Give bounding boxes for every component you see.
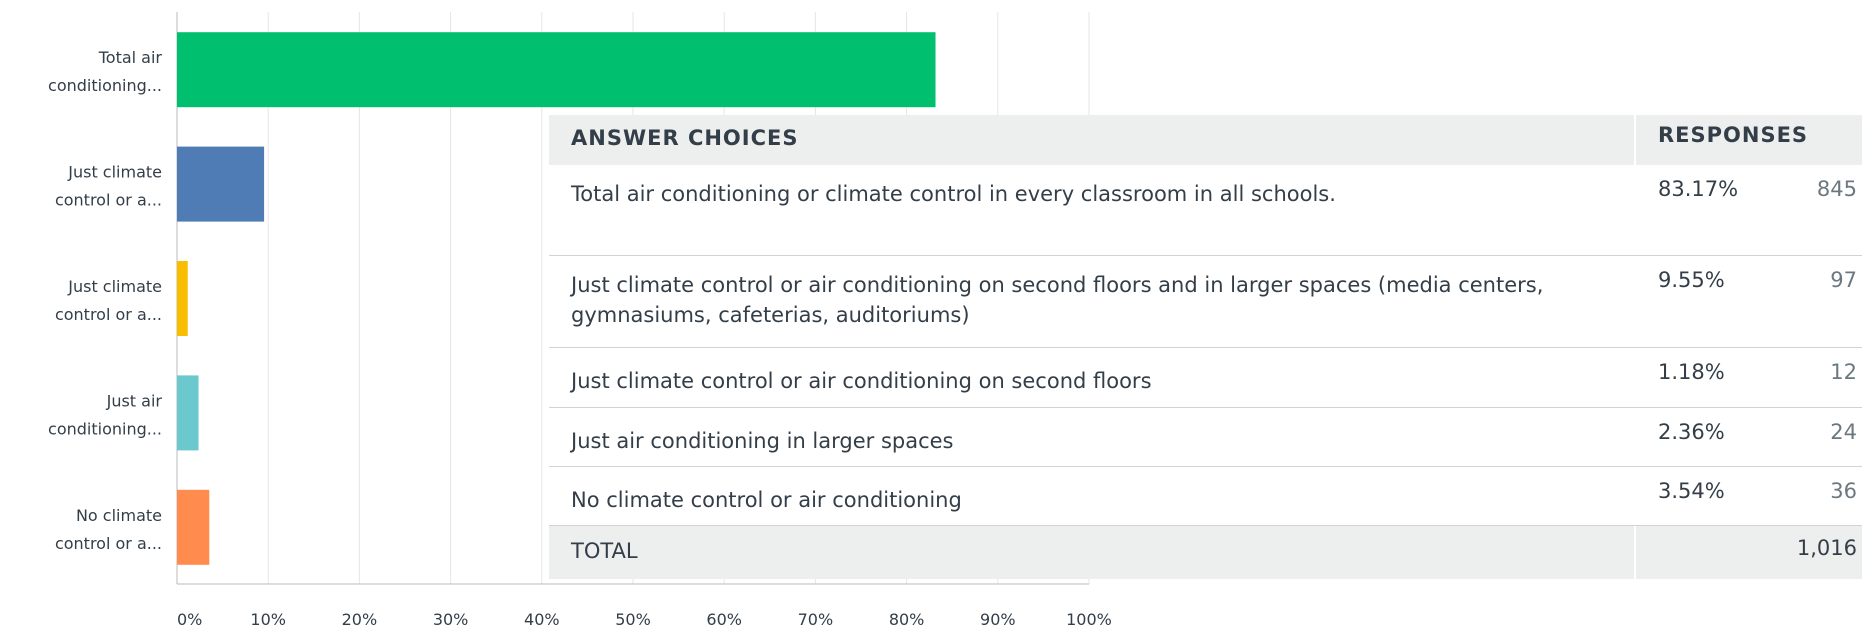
responses-cell: 2.36% 24 bbox=[1634, 408, 1862, 466]
bar bbox=[177, 146, 265, 222]
count: 845 bbox=[1816, 177, 1857, 201]
y-tick-label: Just climate bbox=[67, 277, 162, 296]
x-tick-label: 10% bbox=[250, 610, 286, 629]
percent: 9.55% bbox=[1658, 268, 1725, 292]
bar bbox=[177, 489, 210, 565]
results-table: ANSWER CHOICES RESPONSES Total air condi… bbox=[549, 115, 1862, 579]
responses-cell: 3.54% 36 bbox=[1634, 467, 1862, 525]
responses-cell: 1.18% 12 bbox=[1634, 348, 1862, 407]
table-row: No climate control or air conditioning 3.… bbox=[549, 467, 1862, 526]
bar bbox=[177, 32, 936, 108]
x-tick-label: 100% bbox=[1066, 610, 1112, 629]
percent: 3.54% bbox=[1658, 479, 1725, 503]
y-tick-label: conditioning... bbox=[48, 76, 162, 95]
answer-choice: Just climate control or air conditioning… bbox=[571, 369, 1152, 393]
x-tick-label: 80% bbox=[889, 610, 925, 629]
y-tick-label: control or a... bbox=[55, 534, 162, 553]
percent: 2.36% bbox=[1658, 420, 1725, 444]
total-label: TOTAL bbox=[571, 539, 638, 563]
header: RESPONSES bbox=[1634, 115, 1862, 165]
bar bbox=[177, 375, 199, 451]
percent: 83.17% bbox=[1658, 177, 1739, 201]
answer-choice: Total air conditioning or climate contro… bbox=[571, 182, 1336, 206]
y-tick-label: No climate bbox=[76, 506, 162, 525]
x-tick-label: 90% bbox=[980, 610, 1016, 629]
total-count: 1,016 bbox=[1634, 526, 1862, 579]
answer-choice: Just climate control or air conditioning… bbox=[571, 273, 1544, 327]
table-row: Just climate control or air conditioning… bbox=[549, 256, 1862, 348]
count: 12 bbox=[1830, 360, 1857, 384]
x-tick-label: 30% bbox=[433, 610, 469, 629]
header-row: ANSWER CHOICES RESPONSES bbox=[549, 115, 1862, 165]
y-tick-label: Just air bbox=[106, 391, 163, 410]
responses-cell: 83.17% 845 bbox=[1634, 165, 1862, 255]
header: ANSWER CHOICES bbox=[571, 126, 799, 150]
x-tick-label: 60% bbox=[706, 610, 742, 629]
y-tick-label: Just climate bbox=[67, 163, 162, 182]
answer-choice: Just air conditioning in larger spaces bbox=[571, 429, 954, 453]
answer-choice: No climate control or air conditioning bbox=[571, 488, 962, 512]
count: 97 bbox=[1830, 268, 1857, 292]
responses-cell: 9.55% 97 bbox=[1634, 256, 1862, 347]
x-tick-label: 40% bbox=[524, 610, 560, 629]
total-row: TOTAL 1,016 bbox=[549, 526, 1862, 579]
table-row: Just climate control or air conditioning… bbox=[549, 348, 1862, 408]
y-tick-label: control or a... bbox=[55, 191, 162, 210]
y-tick-label: conditioning... bbox=[48, 419, 162, 438]
percent: 1.18% bbox=[1658, 360, 1725, 384]
x-tick-label: 70% bbox=[798, 610, 834, 629]
bar bbox=[177, 261, 188, 336]
x-tick-label: 20% bbox=[342, 610, 378, 629]
x-tick-label: 0% bbox=[177, 610, 202, 629]
y-tick-label: control or a... bbox=[55, 305, 162, 324]
table-row: Total air conditioning or climate contro… bbox=[549, 165, 1862, 256]
count: 36 bbox=[1830, 479, 1857, 503]
table-row: Just air conditioning in larger spaces 2.… bbox=[549, 408, 1862, 467]
x-tick-label: 50% bbox=[615, 610, 651, 629]
count: 24 bbox=[1830, 420, 1857, 444]
y-tick-label: Total air bbox=[98, 48, 163, 67]
